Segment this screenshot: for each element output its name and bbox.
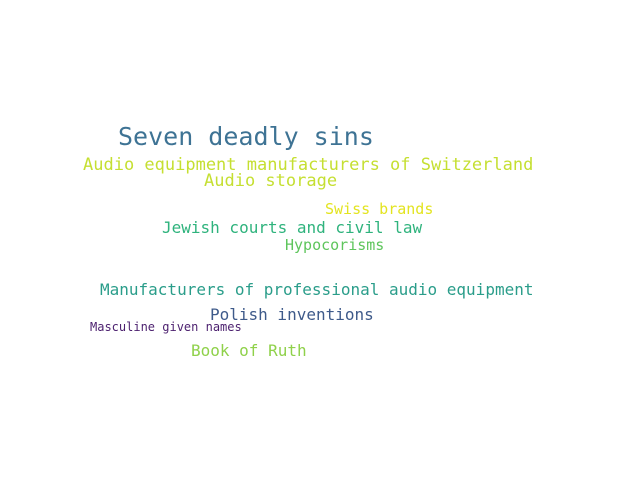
word-jewish-courts: Jewish courts and civil law <box>162 218 423 237</box>
word-hypocorisms: Hypocorisms <box>285 236 385 254</box>
word-polish-inventions: Polish inventions <box>210 305 374 324</box>
word-book-of-ruth: Book of Ruth <box>191 341 307 360</box>
word-audio-storage: Audio storage <box>204 171 338 191</box>
word-professional-audio-manufacturers: Manufacturers of professional audio equi… <box>100 280 534 299</box>
word-audio-manufacturers-switzerland: Audio equipment manufacturers of Switzer… <box>83 155 534 175</box>
word-swiss-brands: Swiss brands <box>325 200 434 218</box>
word-seven-deadly-sins: Seven deadly sins <box>118 122 374 151</box>
word-masculine-given-names: Masculine given names <box>90 320 242 334</box>
